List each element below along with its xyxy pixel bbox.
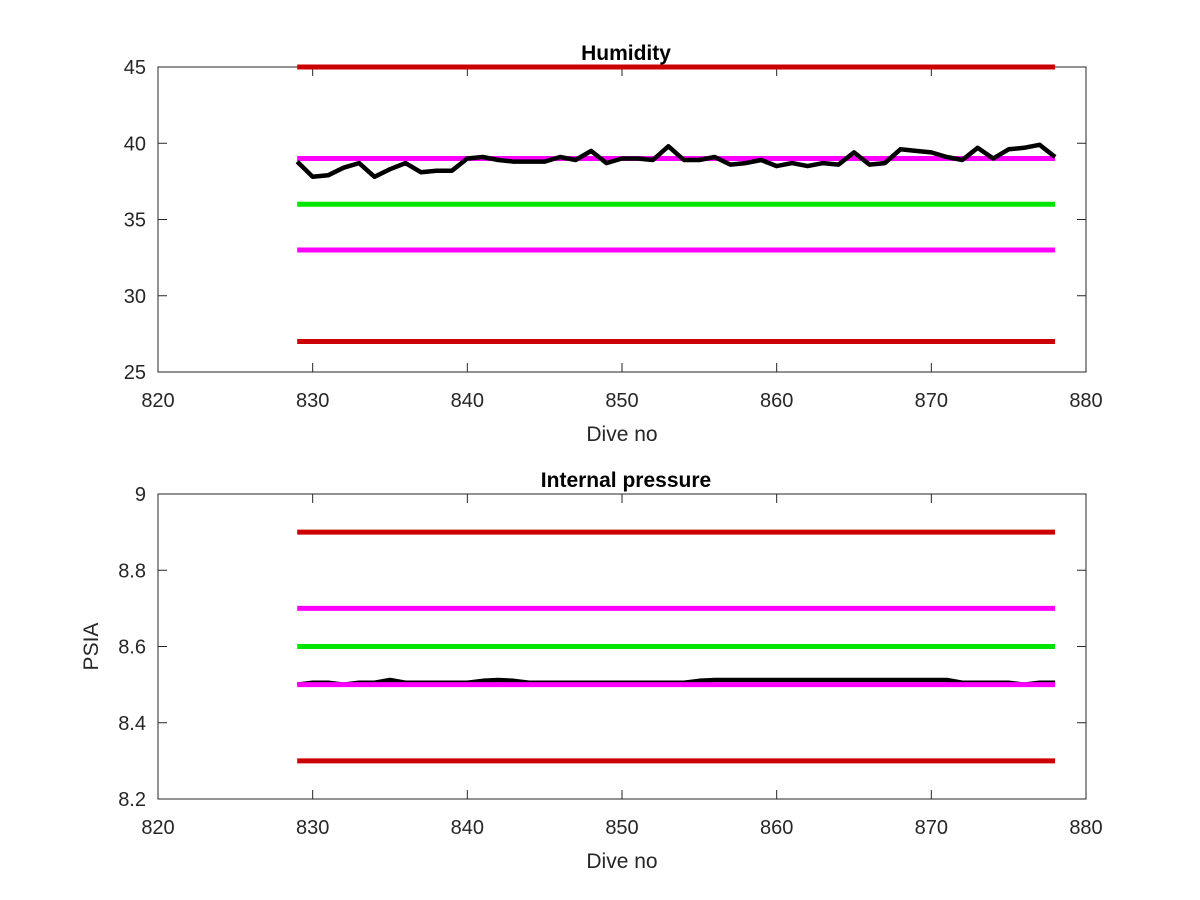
chart-panel-2: 820 830 840 850 860 870 880 8.2 8.4 8.6 8.8 9 Intern… — [80, 469, 1103, 873]
y-tick-label: 35 — [124, 210, 146, 232]
x-tick-label: 830 — [296, 390, 329, 412]
series-line-6 — [295, 142, 1057, 180]
x-tick-label: 880 — [1069, 817, 1102, 839]
y-tick-label: 40 — [124, 133, 146, 155]
chart-title: Internal pressure — [541, 469, 711, 492]
y-tick-label: 45 — [124, 57, 146, 79]
x-tick-label: 820 — [141, 390, 174, 412]
y-tick-label: 30 — [124, 286, 146, 308]
x-tick-label: 830 — [296, 817, 329, 839]
x-tick-label: 840 — [451, 390, 484, 412]
y-tick-label: 25 — [124, 362, 146, 384]
chart-panel-1: 820 830 840 850 860 870 880 25 30 35 40 45 Humidity D… — [124, 42, 1103, 446]
y-tick-label: 8.2 — [118, 789, 146, 811]
x-tick-label: 860 — [760, 817, 793, 839]
plot-area — [157, 66, 1087, 373]
x-axis-label: Dive no — [586, 850, 657, 873]
x-tick-label: 820 — [141, 817, 174, 839]
x-tick-label: 880 — [1069, 390, 1102, 412]
x-tick-label: 860 — [760, 390, 793, 412]
x-tick-label: 870 — [915, 390, 948, 412]
x-tick-label: 840 — [451, 817, 484, 839]
y-tick-label: 8.6 — [118, 637, 146, 659]
y-tick-label: 8.8 — [118, 560, 146, 582]
x-tick-label: 850 — [605, 390, 638, 412]
chart-title: Humidity — [581, 42, 671, 65]
y-axis-label: PSIA — [80, 623, 103, 671]
x-axis-label: Dive no — [586, 423, 657, 446]
x-tick-label: 850 — [605, 817, 638, 839]
y-tick-label: 8.4 — [118, 713, 146, 735]
x-tick-label: 870 — [915, 817, 948, 839]
y-tick-label: 9 — [135, 484, 146, 506]
